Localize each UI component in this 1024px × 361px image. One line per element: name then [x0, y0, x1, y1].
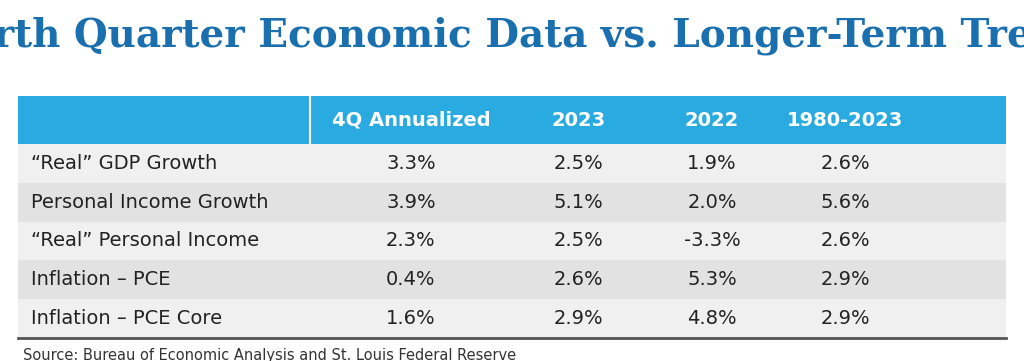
Text: 3.3%: 3.3% — [386, 154, 435, 173]
Text: 2.0%: 2.0% — [687, 193, 736, 212]
Text: Fourth Quarter Economic Data vs. Longer-Term Trends: Fourth Quarter Economic Data vs. Longer-… — [0, 16, 1024, 55]
Text: “Real” Personal Income: “Real” Personal Income — [31, 231, 259, 251]
Text: -3.3%: -3.3% — [684, 231, 740, 251]
Text: 2022: 2022 — [685, 110, 739, 130]
Text: 2.3%: 2.3% — [386, 231, 435, 251]
Text: 2.5%: 2.5% — [554, 231, 603, 251]
Text: 3.9%: 3.9% — [386, 193, 435, 212]
Text: 4.8%: 4.8% — [687, 309, 736, 328]
Text: 2.6%: 2.6% — [554, 270, 603, 289]
Text: 1980-2023: 1980-2023 — [787, 110, 903, 130]
Text: 2.9%: 2.9% — [820, 309, 870, 328]
Text: 0.4%: 0.4% — [386, 270, 435, 289]
Text: Personal Income Growth: Personal Income Growth — [31, 193, 268, 212]
Text: 2.6%: 2.6% — [820, 231, 870, 251]
Text: 5.1%: 5.1% — [554, 193, 603, 212]
Text: 2.6%: 2.6% — [820, 154, 870, 173]
Text: Inflation – PCE Core: Inflation – PCE Core — [31, 309, 222, 328]
Text: 2023: 2023 — [552, 110, 605, 130]
Text: 2.9%: 2.9% — [554, 309, 603, 328]
Text: 2.9%: 2.9% — [820, 270, 870, 289]
Text: 2.5%: 2.5% — [554, 154, 603, 173]
Text: 5.6%: 5.6% — [820, 193, 870, 212]
Text: 5.3%: 5.3% — [687, 270, 737, 289]
Text: 1.9%: 1.9% — [687, 154, 736, 173]
Text: Inflation – PCE: Inflation – PCE — [31, 270, 170, 289]
Text: Source: Bureau of Economic Analysis and St. Louis Federal Reserve: Source: Bureau of Economic Analysis and … — [23, 348, 516, 361]
Text: 1.6%: 1.6% — [386, 309, 435, 328]
Text: 4Q Annualized: 4Q Annualized — [332, 110, 490, 130]
Text: “Real” GDP Growth: “Real” GDP Growth — [31, 154, 217, 173]
